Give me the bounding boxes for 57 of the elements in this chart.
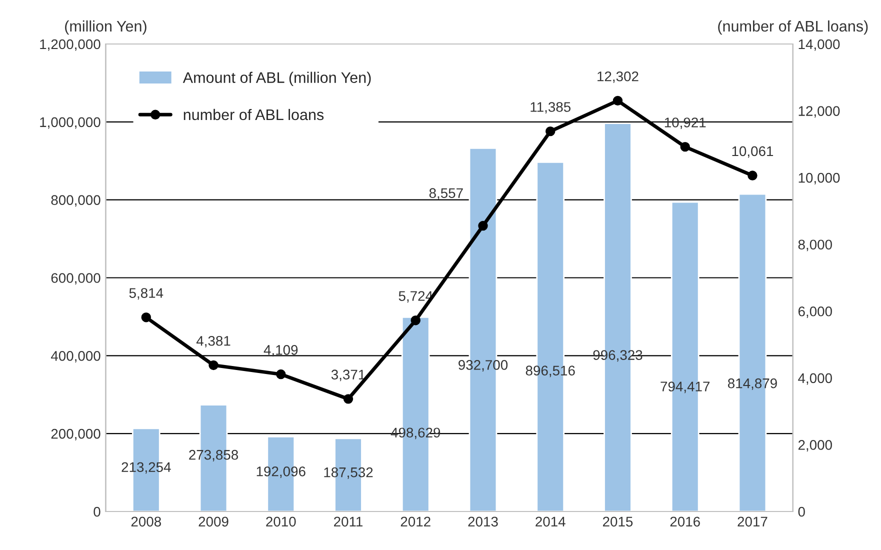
data-label: 273,858	[189, 450, 238, 462]
y-tick-label: 800,000	[51, 195, 100, 207]
x-tick-label: 2014	[536, 516, 566, 527]
x-tick-label: 2013	[468, 516, 498, 527]
point	[478, 220, 488, 231]
x-tick-label: 2015	[602, 516, 633, 527]
x-tick-label: 2016	[670, 516, 700, 527]
y2-tick-label: 6,000	[798, 306, 832, 318]
y2-axis-title: (number of ABL loans)	[718, 20, 868, 35]
y-tick-label: 400,000	[50, 351, 100, 362]
data-label: 11,385	[530, 102, 571, 114]
data-label: 187,532	[324, 467, 373, 479]
data-label: 8,557	[429, 188, 463, 200]
data-label: 814,879	[728, 378, 777, 390]
legend-label: Amount of ABL (million Yen)	[182, 72, 371, 86]
y-axis-title: (million Yen)	[65, 20, 146, 35]
point	[612, 96, 623, 106]
point	[208, 360, 218, 370]
y2-tick-label: 2,000	[798, 440, 832, 452]
y2-tick-label: 4,000	[798, 373, 832, 385]
legend-label: number of ABL loans	[184, 108, 324, 120]
point	[343, 394, 354, 404]
data-label: 996,323	[593, 350, 642, 362]
point	[680, 142, 690, 152]
y2-tick-label: 10,000	[798, 172, 840, 184]
x-tick-label: 2017	[738, 516, 768, 527]
x-tick-label: 2010	[266, 516, 296, 527]
data-label: 5,814	[129, 288, 164, 300]
data-label: 12,302	[598, 71, 638, 83]
y-tick-label: 1,200,000	[40, 39, 100, 51]
y2-tick-label: 8,000	[798, 240, 832, 252]
y-tick-label: 200,000	[51, 428, 100, 440]
data-label: 4,381	[196, 336, 230, 348]
data-label: 4,109	[264, 345, 298, 357]
y2-tick-label: 14,000	[798, 39, 840, 51]
data-label: 10,061	[732, 146, 774, 158]
data-label: 3,371	[331, 370, 365, 382]
data-label: 498,629	[390, 428, 440, 440]
x-tick-label: 2011	[334, 516, 363, 527]
y-tick-label: 0	[94, 506, 100, 517]
y2-tick-label: 12,000	[798, 106, 840, 118]
data-label: 932,700	[458, 360, 508, 372]
x-tick-label: 2012	[400, 516, 430, 527]
point	[410, 316, 420, 326]
point	[276, 369, 286, 380]
y-tick-label: 1,000,000	[40, 117, 100, 129]
data-label: 794,417	[660, 382, 710, 394]
point	[546, 126, 556, 136]
x-tick-label: 2009	[198, 516, 228, 527]
point	[141, 312, 152, 322]
point	[748, 170, 758, 180]
data-label: 192,096	[256, 466, 306, 478]
data-label: 896,516	[526, 366, 575, 378]
y2-tick-label: 0	[798, 506, 805, 517]
x-tick-label: 2008	[131, 516, 161, 527]
data-label: 213,254	[122, 462, 171, 474]
y-tick-label: 600,000	[51, 273, 100, 285]
